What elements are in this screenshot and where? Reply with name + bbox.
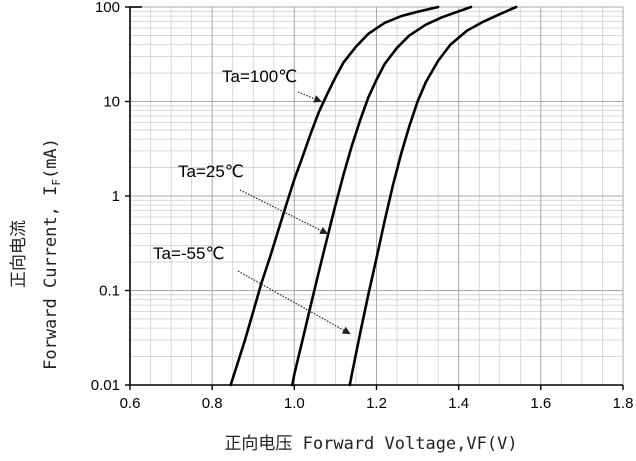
series-arrow-0 xyxy=(297,91,322,103)
svg-text:正向电流: 正向电流 xyxy=(9,220,29,288)
x-axis-label: 正向电压 Forward Voltage,VF(V) xyxy=(224,434,517,454)
series-label-1: Ta=25℃ xyxy=(178,162,244,181)
y-tick-label: 1 xyxy=(112,188,120,205)
x-tick-label: 1.0 xyxy=(284,395,305,412)
x-tick-label: 1.8 xyxy=(613,395,634,412)
series-arrow-1 xyxy=(239,189,329,235)
y-tick-label: 100 xyxy=(95,0,120,16)
x-tick-label: 1.6 xyxy=(530,395,551,412)
series-arrow-2 xyxy=(237,270,351,335)
y-tick-label: 0.1 xyxy=(99,283,120,300)
x-tick-labels: 0.6 0.8 1.0 1.2 1.4 1.6 1.8 xyxy=(120,395,634,412)
series-curve-0 xyxy=(229,5,440,387)
y-axis-label-unit: (mA) xyxy=(41,138,61,179)
y-tick-label: 0.01 xyxy=(91,377,120,394)
svg-text:Forward Current, IF(mA): Forward Current, IF(mA) xyxy=(41,138,63,370)
series-curve-1 xyxy=(290,5,473,387)
series-curve-2 xyxy=(348,5,518,387)
y-axis-label: 正向电流 Forward Current, IF(mA) xyxy=(9,138,63,370)
y-tick-labels: 0.01 0.1 1 10 100 xyxy=(91,0,120,394)
x-tick-label: 0.8 xyxy=(202,395,223,412)
y-axis-label-line2: Forward Current, I xyxy=(41,186,61,370)
series-label-2: Ta=-55℃ xyxy=(153,244,225,263)
x-tick-label: 0.6 xyxy=(120,395,141,412)
annotation-group: Ta=100℃ Ta=25℃ Ta=-55℃ xyxy=(153,67,351,335)
series-label-0: Ta=100℃ xyxy=(222,67,297,86)
y-axis-label-line1: 正向电流 xyxy=(9,220,29,288)
y-tick-label: 10 xyxy=(103,94,120,111)
y-axis-label-subscript: F xyxy=(50,179,63,186)
x-tick-label: 1.2 xyxy=(366,395,387,412)
curve-group xyxy=(229,5,518,387)
axes xyxy=(125,6,624,390)
x-tick-label: 1.4 xyxy=(448,395,469,412)
